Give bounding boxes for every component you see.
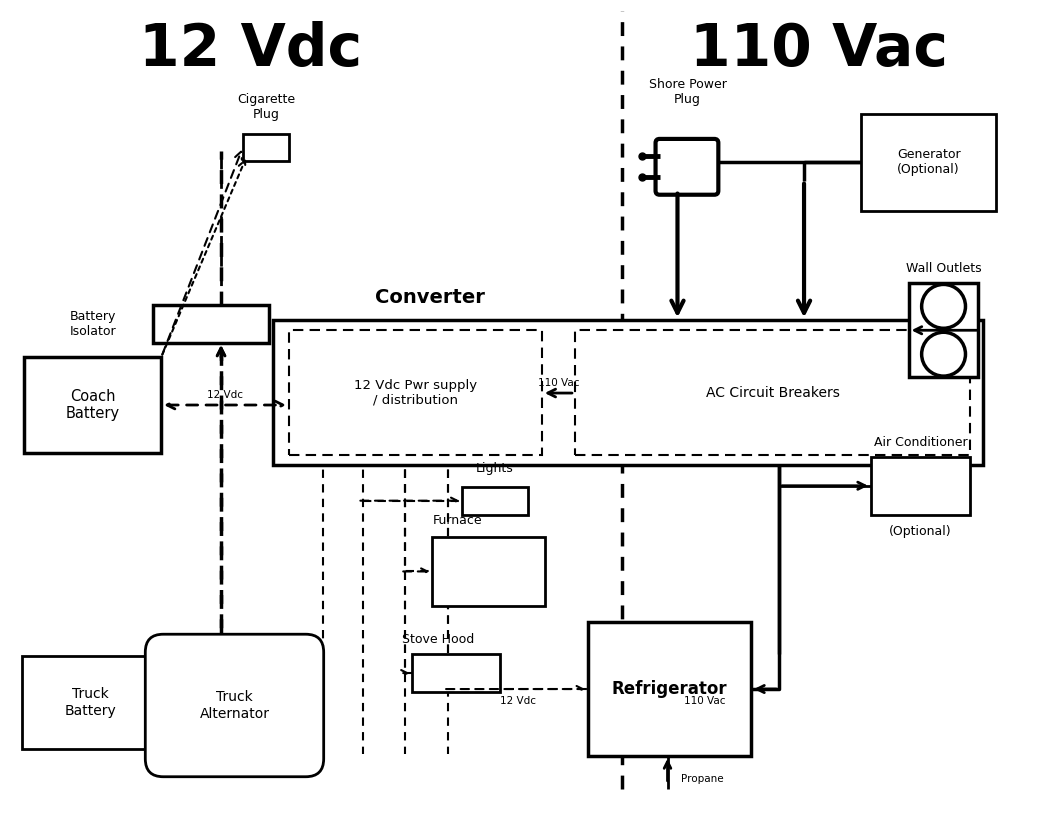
FancyBboxPatch shape xyxy=(656,139,719,195)
Text: (Optional): (Optional) xyxy=(890,525,951,538)
FancyBboxPatch shape xyxy=(22,656,159,749)
Text: 110 Vac: 110 Vac xyxy=(684,696,725,706)
FancyBboxPatch shape xyxy=(432,536,544,606)
FancyBboxPatch shape xyxy=(243,134,288,161)
FancyBboxPatch shape xyxy=(153,306,269,343)
Text: Truck
Alternator: Truck Alternator xyxy=(199,690,270,720)
Text: AC Circuit Breakers: AC Circuit Breakers xyxy=(706,385,839,399)
Text: 12 Vdc: 12 Vdc xyxy=(500,696,536,706)
FancyBboxPatch shape xyxy=(871,457,970,514)
Text: Furnace: Furnace xyxy=(432,513,481,526)
FancyBboxPatch shape xyxy=(908,284,979,377)
Text: 110 Vac: 110 Vac xyxy=(690,21,948,78)
Text: Propane: Propane xyxy=(682,773,724,784)
Text: Stove Hood: Stove Hood xyxy=(403,633,474,646)
FancyBboxPatch shape xyxy=(575,330,970,455)
Text: 12 Vdc: 12 Vdc xyxy=(140,21,363,78)
Text: 110 Vac: 110 Vac xyxy=(538,378,579,388)
Text: Coach
Battery: Coach Battery xyxy=(65,389,120,421)
Text: Refrigerator: Refrigerator xyxy=(612,680,727,698)
Text: Shore Power
Plug: Shore Power Plug xyxy=(648,78,726,106)
Text: Wall Outlets: Wall Outlets xyxy=(905,262,982,275)
FancyBboxPatch shape xyxy=(146,634,324,777)
FancyBboxPatch shape xyxy=(463,487,528,514)
Text: Battery
Isolator: Battery Isolator xyxy=(70,311,116,338)
Text: Air Conditioner: Air Conditioner xyxy=(874,436,967,449)
FancyBboxPatch shape xyxy=(587,623,751,756)
Text: Converter: Converter xyxy=(376,289,486,307)
FancyBboxPatch shape xyxy=(273,320,983,465)
FancyBboxPatch shape xyxy=(412,654,500,692)
Text: Cigarette
Plug: Cigarette Plug xyxy=(237,93,295,121)
Text: Generator
(Optional): Generator (Optional) xyxy=(897,148,961,176)
FancyBboxPatch shape xyxy=(861,114,997,210)
Text: 12 Vdc: 12 Vdc xyxy=(207,390,243,400)
Text: Lights: Lights xyxy=(476,462,514,475)
Text: Truck
Battery: Truck Battery xyxy=(65,687,116,717)
FancyBboxPatch shape xyxy=(288,330,542,455)
Text: 12 Vdc Pwr supply
/ distribution: 12 Vdc Pwr supply / distribution xyxy=(354,378,477,407)
FancyBboxPatch shape xyxy=(24,357,162,453)
